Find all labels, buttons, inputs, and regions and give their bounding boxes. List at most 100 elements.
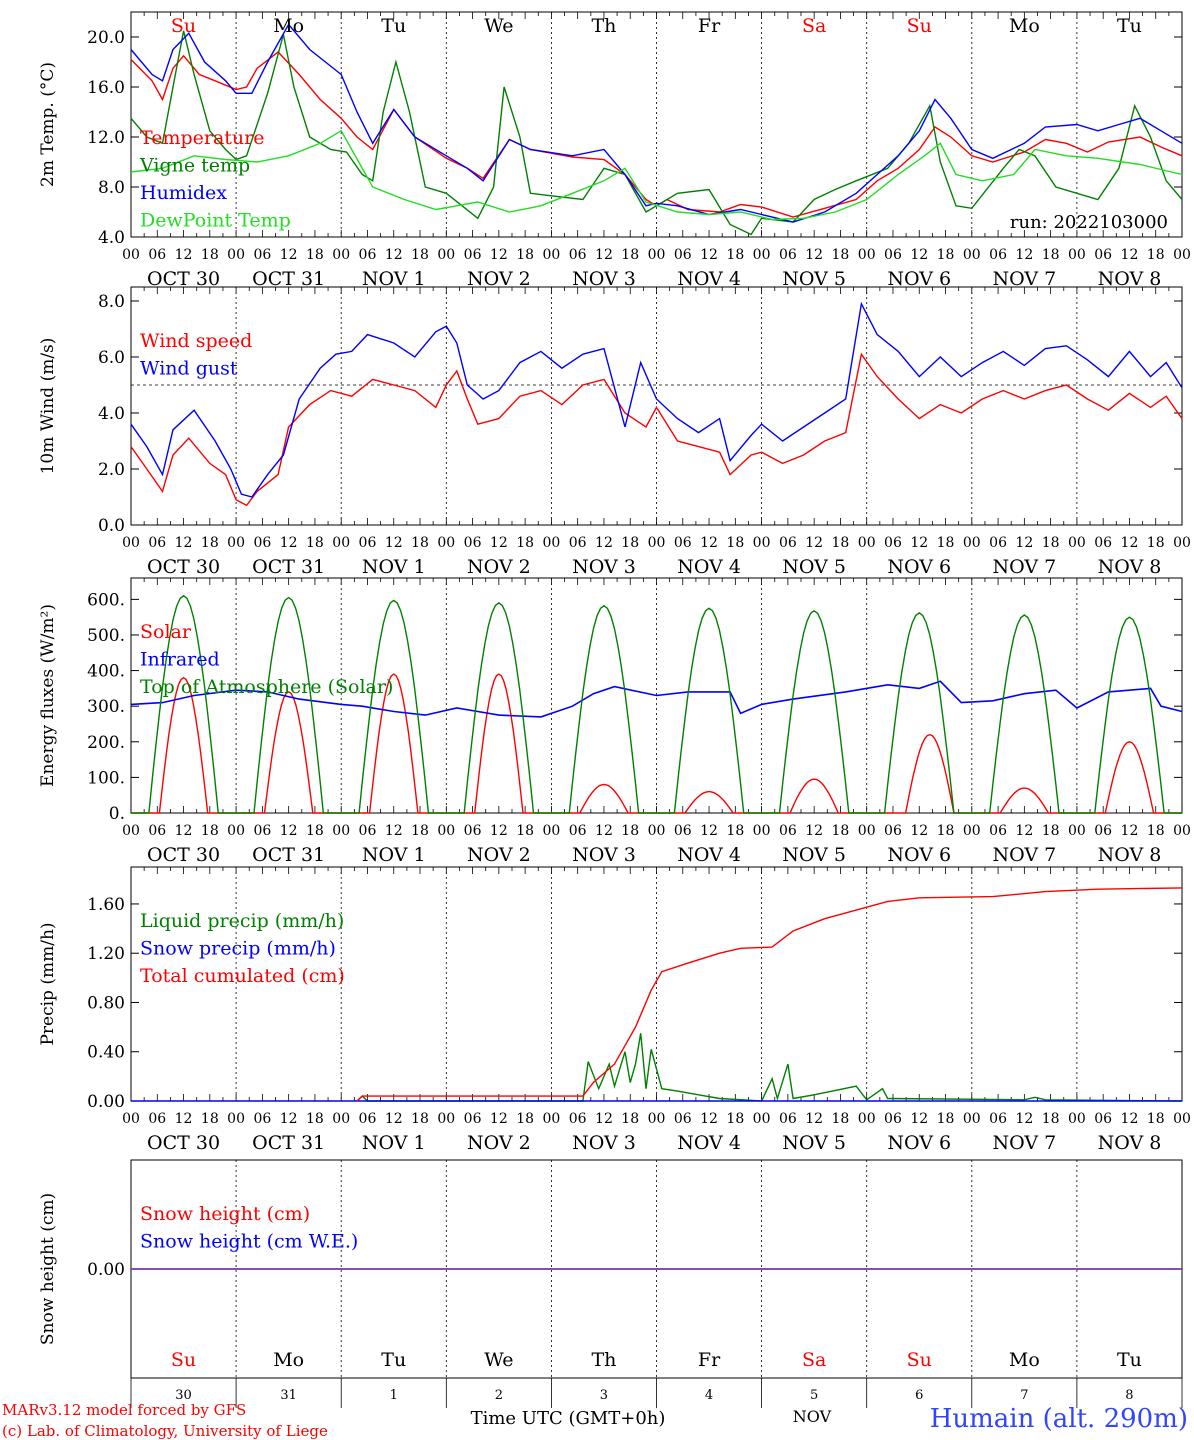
month-label: NOV — [793, 1407, 832, 1426]
hour-label: 12 — [1121, 1111, 1139, 1127]
hour-label: 06 — [253, 535, 271, 551]
hour-label: 00 — [1068, 535, 1086, 551]
legend-entry: Temperature — [140, 127, 264, 149]
hour-label: 12 — [490, 823, 508, 839]
hour-label: 06 — [779, 1111, 797, 1127]
hour-label: 00 — [1068, 1111, 1086, 1127]
date-label: NOV 4 — [677, 556, 741, 578]
hour-label: 12 — [700, 823, 718, 839]
hour-label: 12 — [385, 535, 403, 551]
date-label: NOV 3 — [572, 556, 636, 578]
y-tick-label: 8.0 — [98, 292, 125, 312]
day-number-label: 3 — [600, 1388, 608, 1403]
hour-label: 00 — [753, 823, 771, 839]
hour-label: 00 — [332, 247, 350, 263]
date-label: NOV 4 — [677, 268, 741, 290]
hour-label: 12 — [1015, 535, 1033, 551]
hour-label: 00 — [227, 247, 245, 263]
hour-label: 18 — [306, 1111, 324, 1127]
legend-entry: Wind speed — [140, 330, 252, 352]
hour-label: 18 — [306, 535, 324, 551]
y-tick-label: 1.20 — [87, 944, 125, 964]
y-tick-label: 0.00 — [87, 1092, 125, 1112]
hour-label: 06 — [1094, 247, 1112, 263]
weekday-label: Tu — [381, 1349, 406, 1371]
hour-label: 00 — [227, 823, 245, 839]
hour-label: 06 — [674, 247, 692, 263]
hour-label: 12 — [805, 535, 823, 551]
footer-model-credit: MARv3.12 model forced by GFS — [2, 1401, 246, 1419]
date-label: NOV 1 — [362, 844, 426, 866]
legend-entry: Snow height (cm) — [140, 1203, 310, 1225]
hour-label: 06 — [884, 247, 902, 263]
hour-label: 18 — [937, 823, 955, 839]
hour-label: 00 — [753, 247, 771, 263]
day-number-label: 4 — [705, 1388, 713, 1403]
date-label: NOV 3 — [572, 1132, 636, 1154]
panel-5: 0.00 Snow height (cm) Snow height (cm) Snow… — [38, 1159, 1183, 1408]
hour-label: 06 — [464, 823, 482, 839]
hour-label: 06 — [884, 1111, 902, 1127]
y-tick-label: 400. — [87, 662, 125, 682]
y-tick-label: 4.0 — [98, 404, 125, 424]
hour-label: 18 — [1042, 535, 1060, 551]
hour-label: 06 — [148, 1111, 166, 1127]
hour-label: 12 — [910, 1111, 928, 1127]
x-axis-time-label: Time UTC (GMT+0h) — [471, 1408, 666, 1429]
y-tick-label: 0.80 — [87, 993, 125, 1013]
hour-label: 06 — [884, 535, 902, 551]
date-label: NOV 5 — [782, 844, 846, 866]
y-tick-label: 300. — [87, 697, 125, 717]
date-label: NOV 8 — [1098, 268, 1162, 290]
hour-label: 18 — [411, 1111, 429, 1127]
weekday-label: Su — [907, 1349, 932, 1371]
hour-label: 12 — [385, 247, 403, 263]
hour-label: 06 — [989, 823, 1007, 839]
hour-label: 06 — [674, 823, 692, 839]
hour-label: 06 — [148, 535, 166, 551]
weekday-label: Fr — [698, 15, 721, 37]
hour-label: 00 — [122, 1111, 140, 1127]
footer: MARv3.12 model forced by GFS (c) Lab. of… — [2, 1401, 1188, 1440]
y-tick-label: 100. — [87, 768, 125, 788]
hour-label: 12 — [595, 535, 613, 551]
date-label: NOV 8 — [1098, 844, 1162, 866]
hour-label: 18 — [1147, 247, 1165, 263]
hour-label: 00 — [437, 535, 455, 551]
hour-label: 18 — [832, 535, 850, 551]
hour-label: 00 — [542, 535, 560, 551]
hour-label: 00 — [753, 535, 771, 551]
day-number-label: 30 — [175, 1388, 192, 1403]
hour-label: 00 — [648, 535, 666, 551]
hour-label: 12 — [280, 535, 298, 551]
date-label: NOV 6 — [887, 844, 951, 866]
day-number-label: 6 — [915, 1388, 923, 1403]
hour-label: 18 — [1042, 823, 1060, 839]
hour-label: 00 — [1068, 247, 1086, 263]
hour-label: 18 — [411, 247, 429, 263]
date-label: NOV 6 — [887, 1132, 951, 1154]
y-tick-label: 16.0 — [87, 78, 125, 98]
hour-label: 18 — [201, 535, 219, 551]
hour-label: 00 — [332, 535, 350, 551]
hour-label: 06 — [779, 247, 797, 263]
hour-label: 18 — [201, 1111, 219, 1127]
hour-label: 12 — [700, 247, 718, 263]
day-number-label: 1 — [390, 1388, 398, 1403]
date-label: NOV 4 — [677, 844, 741, 866]
hour-label: 12 — [1015, 247, 1033, 263]
y-tick-label: 600. — [87, 590, 125, 610]
hour-label: 18 — [1147, 823, 1165, 839]
hour-label: 18 — [726, 823, 744, 839]
date-label: NOV 6 — [887, 268, 951, 290]
series-line — [130, 352, 1183, 507]
y-tick-label: 20.0 — [87, 28, 125, 48]
hour-label: 18 — [621, 823, 639, 839]
hour-label: 00 — [963, 823, 981, 839]
hour-label: 06 — [569, 247, 587, 263]
series-line — [131, 594, 1182, 814]
y-axis-label: 10m Wind (m/s) — [38, 338, 58, 475]
hour-label: 06 — [989, 1111, 1007, 1127]
y-tick-label: 0.40 — [87, 1043, 125, 1063]
hour-label: 00 — [542, 823, 560, 839]
